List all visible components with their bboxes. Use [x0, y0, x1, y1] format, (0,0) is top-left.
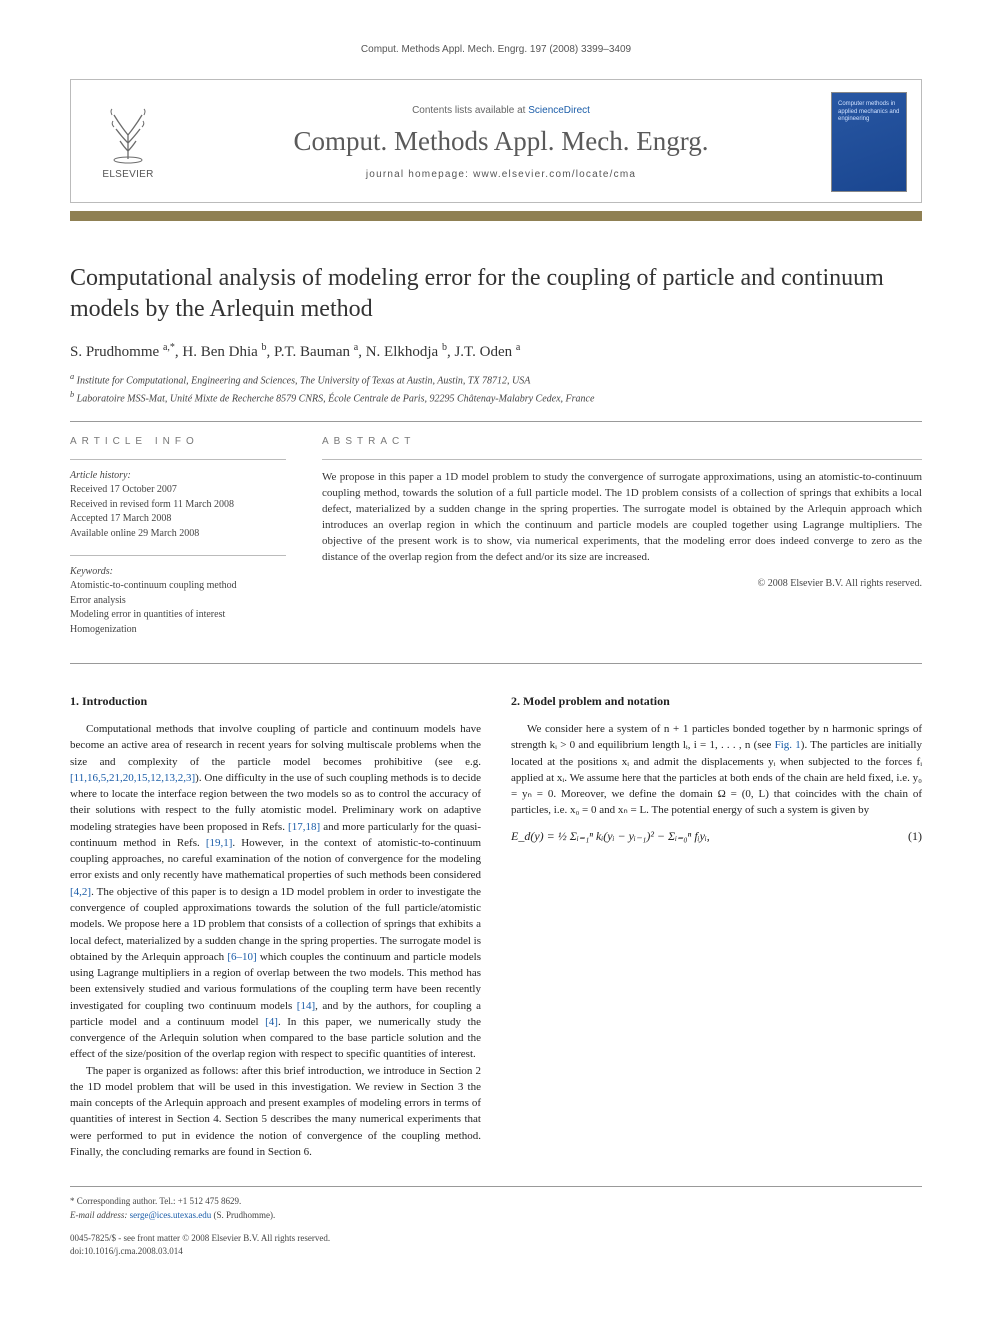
keyword: Error analysis — [70, 594, 286, 609]
paper-title: Computational analysis of modeling error… — [70, 263, 922, 324]
doi-line: doi:10.1016/j.cma.2008.03.014 — [70, 1245, 922, 1258]
accent-bar — [70, 211, 922, 221]
body-paragraph: Computational methods that involve coupl… — [70, 721, 481, 1063]
history-line: Received in revised form 11 March 2008 — [70, 498, 286, 513]
publisher-label: ELSEVIER — [102, 169, 153, 180]
keyword: Homogenization — [70, 623, 286, 638]
history-line: Available online 29 March 2008 — [70, 527, 286, 542]
history-line: Accepted 17 March 2008 — [70, 512, 286, 527]
contents-available-line: Contents lists available at ScienceDirec… — [187, 105, 815, 116]
abstract-column: ABSTRACT We propose in this paper a 1D m… — [322, 436, 922, 651]
sciencedirect-link[interactable]: ScienceDirect — [528, 105, 590, 116]
keywords-label: Keywords: — [70, 566, 286, 577]
affiliations: a Institute for Computational, Engineeri… — [70, 371, 922, 407]
divider — [70, 663, 922, 664]
abstract-text: We propose in this paper a 1D model prob… — [322, 470, 922, 566]
journal-cover-thumb: Computer methods in applied mechanics an… — [831, 92, 907, 192]
article-info-label: ARTICLE INFO — [70, 436, 286, 447]
section-heading: 1. Introduction — [70, 694, 481, 709]
elsevier-tree-icon — [98, 105, 158, 165]
body-paragraph: We consider here a system of n + 1 parti… — [511, 721, 922, 819]
equation-body: E_d(y) = ½ Σᵢ₌₁ⁿ kᵢ(yᵢ − yᵢ₋₁)² − Σᵢ₌₀ⁿ … — [511, 829, 710, 844]
journal-masthead: ELSEVIER Contents lists available at Sci… — [70, 79, 922, 203]
author-list: S. Prudhomme a,*, H. Ben Dhia b, P.T. Ba… — [70, 342, 922, 361]
doi-block: 0045-7825/$ - see front matter © 2008 El… — [70, 1232, 922, 1258]
email-attribution: (S. Prudhomme). — [214, 1210, 276, 1220]
corresponding-author-note: * Corresponding author. Tel.: +1 512 475… — [70, 1195, 922, 1222]
publisher-block: ELSEVIER — [85, 105, 171, 180]
equation: E_d(y) = ½ Σᵢ₌₁ⁿ kᵢ(yᵢ − yᵢ₋₁)² − Σᵢ₌₀ⁿ … — [511, 829, 922, 844]
body-paragraph: The paper is organized as follows: after… — [70, 1063, 481, 1161]
abstract-copyright: © 2008 Elsevier B.V. All rights reserved… — [322, 578, 922, 589]
running-head: Comput. Methods Appl. Mech. Engrg. 197 (… — [70, 44, 922, 55]
divider — [70, 555, 286, 556]
corr-line: * Corresponding author. Tel.: +1 512 475… — [70, 1195, 922, 1209]
affiliation-b: b Laboratoire MSS-Mat, Unité Mixte de Re… — [70, 389, 922, 407]
divider — [70, 421, 922, 422]
keyword: Modeling error in quantities of interest — [70, 608, 286, 623]
page-footer: * Corresponding author. Tel.: +1 512 475… — [70, 1186, 922, 1258]
equation-number: (1) — [908, 829, 922, 844]
section-heading: 2. Model problem and notation — [511, 694, 922, 709]
keyword: Atomistic-to-continuum coupling method — [70, 579, 286, 594]
email-label: E-mail address: — [70, 1210, 127, 1220]
author-email-link[interactable]: serge@ices.utexas.edu — [130, 1210, 212, 1220]
history-line: Received 17 October 2007 — [70, 483, 286, 498]
affiliation-a: a Institute for Computational, Engineeri… — [70, 371, 922, 389]
contents-prefix: Contents lists available at — [412, 105, 528, 116]
cover-thumb-text: Computer methods in applied mechanics an… — [838, 101, 900, 124]
history-label: Article history: — [70, 470, 286, 481]
body-columns: 1. Introduction Computational methods th… — [70, 694, 922, 1160]
front-matter-line: 0045-7825/$ - see front matter © 2008 El… — [70, 1232, 922, 1245]
journal-title: Comput. Methods Appl. Mech. Engrg. — [187, 126, 815, 157]
article-info-column: ARTICLE INFO Article history: Received 1… — [70, 436, 286, 651]
abstract-label: ABSTRACT — [322, 436, 922, 447]
divider — [322, 459, 922, 460]
divider — [70, 459, 286, 460]
journal-homepage: journal homepage: www.elsevier.com/locat… — [187, 169, 815, 180]
